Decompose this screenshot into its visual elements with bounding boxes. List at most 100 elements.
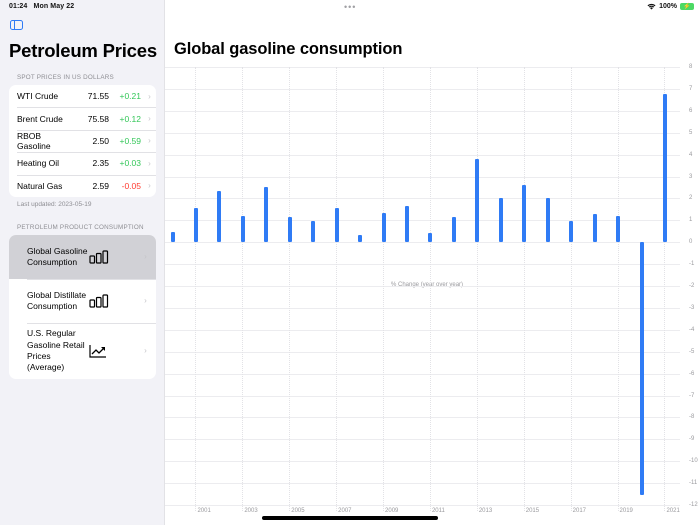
spot-price-row[interactable]: Brent Crude 75.58 +0.12 › bbox=[9, 107, 156, 129]
y-gridline bbox=[165, 176, 680, 178]
data-bar[interactable] bbox=[592, 213, 597, 243]
x-tick-label: 2017 bbox=[572, 508, 586, 514]
chevron-right-icon: › bbox=[144, 346, 147, 356]
data-bar[interactable] bbox=[193, 208, 198, 243]
spot-price-row[interactable]: Natural Gas 2.59 -0.05 › bbox=[9, 174, 156, 197]
chevron-right-icon: › bbox=[148, 114, 151, 124]
chevron-right-icon: › bbox=[148, 181, 151, 191]
y-gridline bbox=[165, 88, 680, 90]
y-tick-label: -3 bbox=[689, 304, 695, 311]
status-time-date: 01:24 Mon May 22 bbox=[9, 3, 74, 10]
spot-price-row[interactable]: Heating Oil 2.35 +0.03 › bbox=[9, 152, 156, 174]
y-gridline bbox=[165, 461, 680, 463]
y-gridline bbox=[165, 132, 680, 134]
data-bar[interactable] bbox=[311, 221, 316, 243]
data-bar[interactable] bbox=[381, 212, 386, 243]
data-bar[interactable] bbox=[405, 206, 409, 243]
commodity-name: Natural Gas bbox=[17, 180, 63, 191]
consumption-item[interactable]: Global Gasoline Consumption › bbox=[9, 235, 156, 279]
y-gridline bbox=[165, 505, 680, 506]
x-gridline bbox=[336, 67, 338, 511]
consumption-list: Global Gasoline Consumption › Global Disti… bbox=[9, 235, 156, 379]
y-tick-label: -1 bbox=[689, 261, 695, 268]
y-gridline bbox=[165, 286, 680, 287]
y-tick-label: -6 bbox=[689, 370, 695, 377]
y-tick-label: 3 bbox=[689, 173, 693, 180]
data-bar[interactable] bbox=[358, 234, 363, 243]
commodity-name: Heating Oil bbox=[17, 158, 60, 169]
data-bar[interactable] bbox=[545, 198, 550, 243]
y-tick-label: -5 bbox=[689, 348, 695, 355]
sidebar: 01:24 Mon May 22 Petroleum Prices SPOT P… bbox=[0, 0, 165, 525]
sidebar-title: Petroleum Prices bbox=[9, 40, 157, 61]
commodity-change: +0.21 bbox=[119, 91, 141, 102]
data-bar[interactable] bbox=[639, 242, 644, 496]
data-bar[interactable] bbox=[498, 198, 503, 243]
data-bar[interactable] bbox=[451, 217, 456, 243]
battery-percent: 100% bbox=[659, 3, 677, 10]
x-tick-label: 2019 bbox=[619, 508, 633, 514]
y-gridline bbox=[165, 395, 680, 397]
data-bar[interactable] bbox=[428, 233, 433, 243]
x-gridline bbox=[289, 67, 291, 511]
x-tick-label: 2001 bbox=[197, 508, 211, 514]
detail-pane: ••• 100% ⚡ Global gasoline consumption %… bbox=[165, 0, 700, 525]
data-bar[interactable] bbox=[287, 217, 292, 243]
spot-prices-list: WTI Crude 71.55 +0.21 › Brent Crude 75.58 +0.1… bbox=[9, 85, 156, 197]
commodity-name: WTI Crude bbox=[17, 91, 59, 102]
x-tick-label: 2011 bbox=[431, 508, 445, 514]
data-bar[interactable] bbox=[264, 187, 269, 243]
sidebar-toggle-icon[interactable] bbox=[10, 20, 23, 30]
multitasking-dots[interactable]: ••• bbox=[344, 2, 357, 12]
y-gridline bbox=[165, 154, 680, 156]
y-gridline bbox=[165, 242, 680, 244]
data-bar[interactable] bbox=[334, 208, 339, 243]
y-tick-label: -7 bbox=[689, 392, 695, 399]
data-bar[interactable] bbox=[616, 215, 621, 243]
y-tick-label: -11 bbox=[689, 480, 698, 487]
y-gridline bbox=[165, 439, 680, 441]
data-bar[interactable] bbox=[569, 221, 574, 243]
y-tick-label: 2 bbox=[689, 195, 693, 202]
commodity-name: Brent Crude bbox=[17, 113, 63, 124]
data-bar[interactable] bbox=[217, 190, 222, 243]
y-tick-label: 7 bbox=[689, 85, 693, 92]
y-gridline bbox=[165, 351, 680, 353]
status-indicators: 100% ⚡ bbox=[647, 3, 694, 10]
y-gridline bbox=[165, 198, 680, 200]
chevron-right-icon: › bbox=[144, 252, 147, 262]
consumption-item[interactable]: Global Distillate Consumption › bbox=[9, 279, 156, 323]
chevron-right-icon: › bbox=[148, 136, 151, 146]
y-tick-label: -2 bbox=[689, 283, 695, 289]
consumption-item[interactable]: U.S. Regular Gasoline Retail Prices (Ave… bbox=[9, 323, 156, 379]
spot-price-row[interactable]: WTI Crude 71.55 +0.21 › bbox=[9, 85, 156, 107]
y-tick-label: 0 bbox=[689, 239, 693, 246]
last-updated: Last updated: 2023-05-19 bbox=[17, 201, 92, 208]
trend-chart-icon bbox=[89, 344, 129, 358]
data-bar[interactable] bbox=[662, 94, 667, 243]
commodity-price: 2.50 bbox=[92, 135, 109, 146]
x-gridline bbox=[429, 67, 431, 511]
data-bar[interactable] bbox=[522, 185, 527, 243]
y-gridline bbox=[165, 110, 680, 112]
x-gridline bbox=[195, 67, 197, 511]
status-date: Mon May 22 bbox=[33, 3, 75, 10]
y-tick-label: 1 bbox=[689, 217, 693, 224]
data-bar[interactable] bbox=[170, 232, 175, 243]
home-indicator[interactable] bbox=[262, 516, 438, 520]
x-gridline bbox=[383, 67, 385, 511]
commodity-change: -0.05 bbox=[121, 180, 141, 191]
y-gridline bbox=[165, 417, 680, 419]
y-tick-label: 4 bbox=[689, 151, 693, 158]
y-gridline bbox=[165, 373, 680, 375]
bar-chart-icon bbox=[89, 250, 129, 264]
x-gridline bbox=[617, 67, 619, 511]
spot-price-row[interactable]: RBOB Gasoline 2.50 +0.59 › bbox=[9, 129, 156, 152]
consumption-item-label: Global Distillate Consumption bbox=[27, 289, 87, 311]
x-tick-label: 2005 bbox=[291, 508, 305, 514]
data-bar[interactable] bbox=[240, 215, 245, 243]
status-time: 01:24 bbox=[9, 3, 28, 10]
data-bar[interactable] bbox=[475, 158, 480, 243]
consumption-item-label: Global Gasoline Consumption bbox=[27, 245, 88, 267]
